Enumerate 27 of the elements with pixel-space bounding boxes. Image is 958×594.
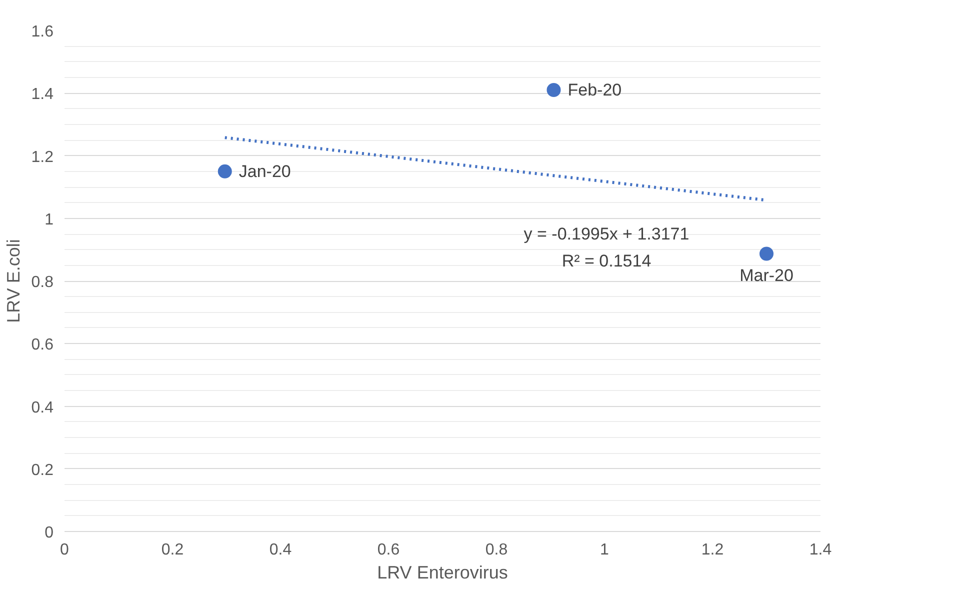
x-tick-label: 1.2 <box>701 542 724 558</box>
x-tick-label: 0.4 <box>269 542 292 558</box>
point <box>760 246 774 261</box>
x-tick-label: 0 <box>60 542 70 558</box>
x-axis-title: LRV Enterovirus <box>377 562 508 582</box>
x-tick-label: 1.4 <box>809 542 832 558</box>
y-tick-label: 1.2 <box>31 148 54 166</box>
annotation: Feb-20 <box>568 80 622 100</box>
y-tick-label: 0.6 <box>31 336 54 354</box>
y-axis-title: LRV E.coli <box>3 239 24 323</box>
y-tick-label: 1 <box>44 211 54 228</box>
annotation: Mar-20 <box>740 266 794 285</box>
annotation: R² = 0.1514 <box>562 252 652 271</box>
x-tick-label: 0.6 <box>377 542 400 558</box>
y-tick-label: 0 <box>44 524 54 542</box>
point <box>546 83 561 97</box>
y-tick-label: 0.8 <box>31 274 54 291</box>
annotation: Jan-20 <box>238 162 291 181</box>
point <box>218 164 232 178</box>
x-tick-label: 0.8 <box>485 542 508 558</box>
annotation: y = -0.1995x + 1.3171 <box>524 224 690 244</box>
y-tick-label: 0.2 <box>31 462 54 479</box>
y-tick-label: 1.6 <box>31 24 54 40</box>
x-tick-label: 0.2 <box>161 542 184 558</box>
y-tick-label: 0.4 <box>31 399 54 416</box>
x-tick-label: 1 <box>600 542 610 558</box>
y-tick-label: 1.4 <box>31 86 54 104</box>
